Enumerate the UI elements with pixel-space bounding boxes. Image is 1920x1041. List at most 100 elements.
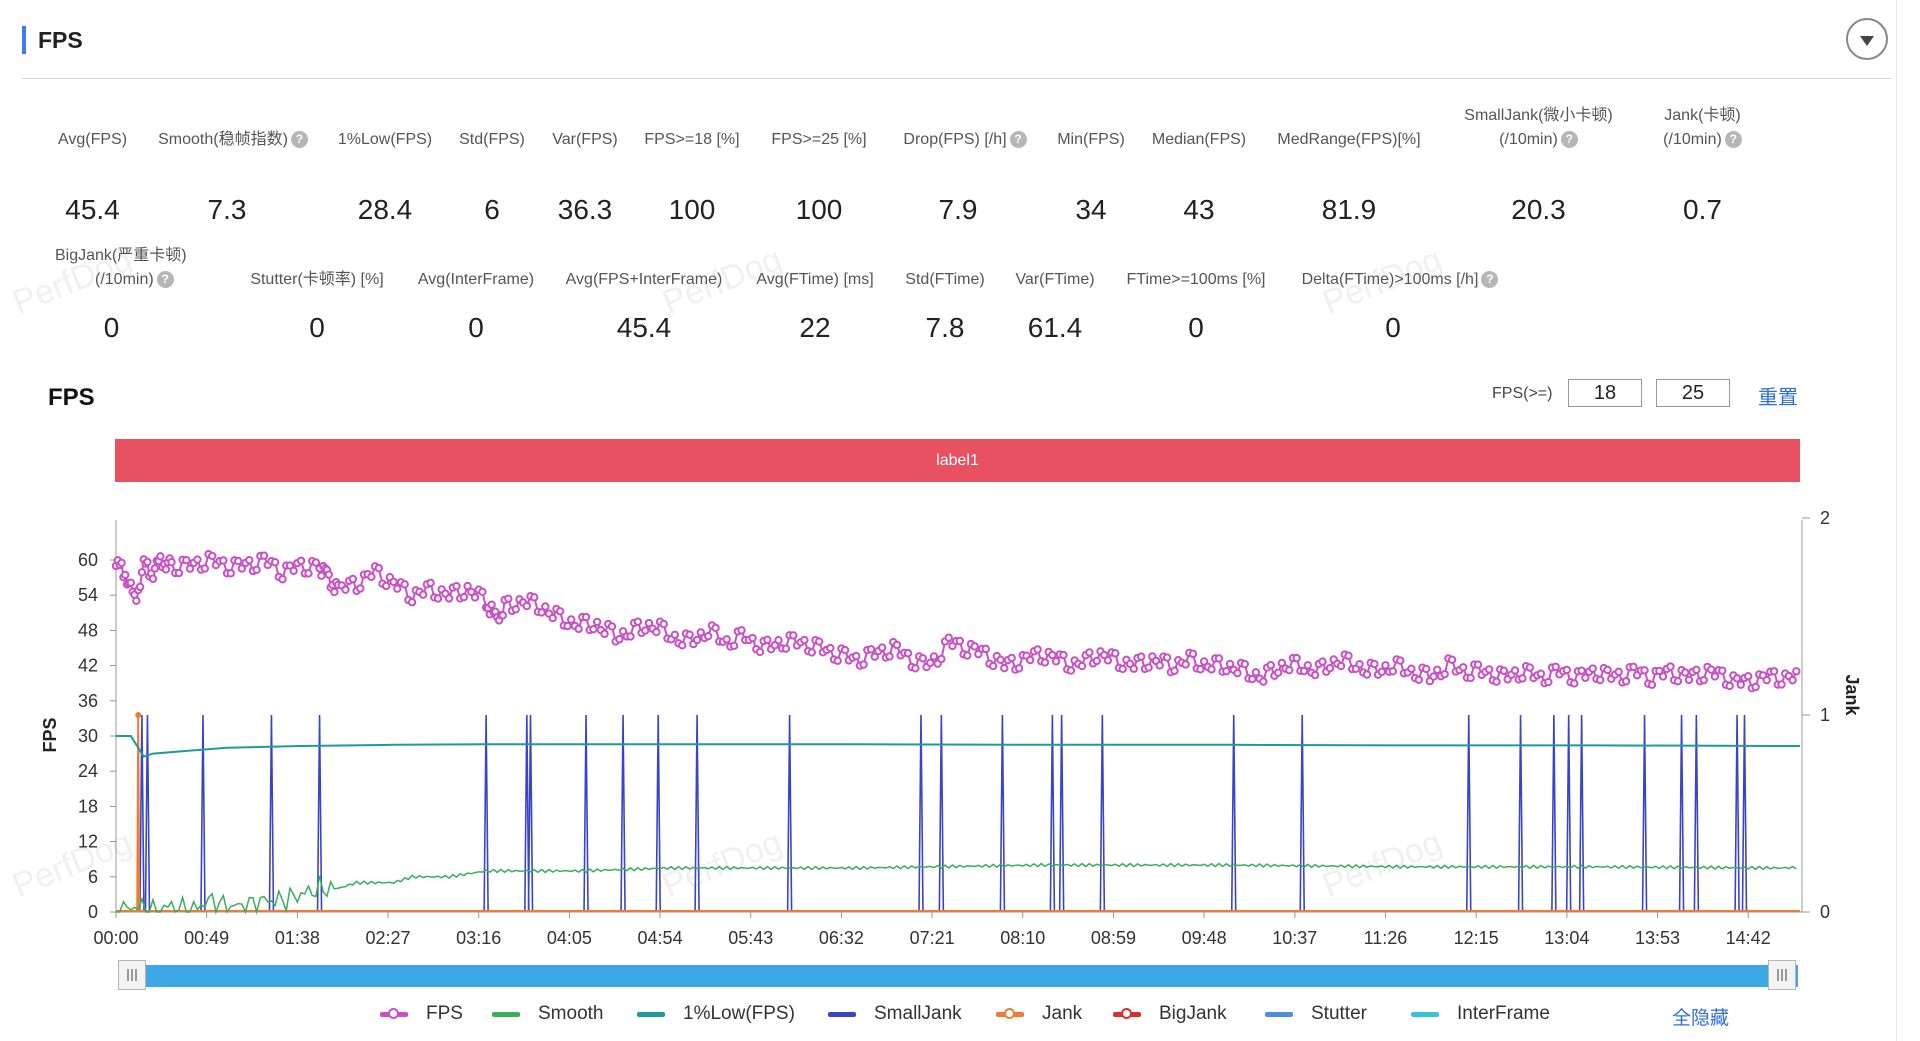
- fps-point: [1381, 661, 1390, 670]
- fps-point: [1421, 664, 1431, 674]
- fps-point: [1525, 663, 1535, 672]
- fps-point: [1743, 672, 1753, 681]
- fps-point: [185, 564, 195, 573]
- fps-point: [374, 563, 383, 573]
- metric-value: 0: [468, 312, 484, 343]
- metric-medrange-fps: MedRange(FPS)[%] 81.9: [1264, 128, 1434, 225]
- fps-point: [1303, 661, 1312, 670]
- smalljank-spike: [1099, 714, 1106, 913]
- fps-point: [926, 658, 935, 667]
- x-tick-label: 06:32: [819, 928, 864, 948]
- fps-point: [407, 598, 417, 607]
- fps-point: [1581, 673, 1590, 682]
- fps-point: [589, 624, 598, 634]
- fps-point: [400, 580, 409, 589]
- fps-threshold-input-1[interactable]: [1568, 379, 1642, 407]
- metric-value: 20.3: [1511, 194, 1566, 225]
- legend-item[interactable]: Jank: [996, 1003, 1082, 1025]
- metric-label: Var(FPS): [552, 131, 618, 148]
- fps-point: [789, 631, 798, 640]
- metric-label-unit: (/10min)?: [1446, 128, 1631, 152]
- legend-item[interactable]: SmallJank: [828, 1003, 962, 1025]
- slider-handle-left[interactable]: [118, 960, 146, 990]
- collapse-toggle-button[interactable]: [1846, 18, 1888, 60]
- smalljank-spike: [786, 714, 793, 913]
- metric-value: 0.7: [1683, 194, 1722, 225]
- y-tick-label: 24: [78, 761, 98, 781]
- legend-item[interactable]: FPS: [380, 1003, 463, 1025]
- fps-point: [182, 556, 191, 565]
- legend-line-marker: [637, 1011, 665, 1017]
- fps-point: [670, 630, 680, 640]
- legend-line-marker: [380, 1007, 408, 1019]
- fps-point: [193, 555, 202, 564]
- help-icon[interactable]: ?: [156, 271, 174, 289]
- fps-point: [1181, 660, 1190, 669]
- metric-1pct-low: 1%Low(FPS) 28.4: [330, 128, 440, 225]
- legend-item[interactable]: 1%Low(FPS): [637, 1003, 795, 1025]
- hide-all-button[interactable]: 全隐藏: [1672, 1008, 1730, 1029]
- fps-point: [174, 568, 184, 578]
- metric-label: FTime>=100ms [%]: [1126, 271, 1266, 288]
- fps-point: [1788, 676, 1797, 685]
- fps-threshold-label: FPS(>=): [1492, 385, 1553, 402]
- help-icon[interactable]: ?: [1560, 131, 1578, 149]
- fps-point: [870, 652, 879, 661]
- smalljank-spike: [524, 714, 530, 913]
- fps-point: [722, 635, 731, 644]
- fps-point: [1603, 665, 1612, 675]
- metric-label: Stutter(卡顿率) [%]: [250, 271, 384, 288]
- metric-label: Delta(FTime)>100ms [/h]?: [1290, 268, 1510, 292]
- label-band[interactable]: label1: [115, 439, 1800, 482]
- metric-value: 81.9: [1321, 194, 1377, 225]
- fps-point: [1370, 659, 1379, 669]
- fps-point: [150, 564, 160, 573]
- help-icon[interactable]: ?: [1481, 271, 1499, 289]
- legend-item[interactable]: Smooth: [492, 1003, 603, 1025]
- fps-point: [1103, 656, 1113, 665]
- fps-point: [644, 618, 654, 628]
- fps-point: [1684, 675, 1694, 685]
- y-tick-label: 30: [78, 726, 98, 746]
- fps-point: [826, 643, 835, 653]
- fps-point: [711, 623, 720, 632]
- fps-point: [600, 629, 609, 639]
- legend-item[interactable]: Stutter: [1265, 1003, 1367, 1025]
- fps-point: [1040, 658, 1050, 667]
- legend-item[interactable]: BigJank: [1113, 1003, 1227, 1025]
- help-icon[interactable]: ?: [1724, 131, 1742, 149]
- smalljank-spike: [144, 714, 151, 913]
- slider-handle-right[interactable]: [1768, 960, 1796, 990]
- fps-point: [833, 656, 842, 666]
- legend-item[interactable]: InterFrame: [1411, 1003, 1550, 1025]
- legend-label: 1%Low(FPS): [683, 1003, 795, 1024]
- metric-label: Jank(卡顿): [1664, 107, 1741, 124]
- fps-point: [685, 630, 694, 639]
- help-icon[interactable]: ?: [290, 131, 308, 149]
- x-tick-label: 09:48: [1182, 928, 1227, 948]
- legend-label: Jank: [1042, 1003, 1083, 1024]
- fps-point: [892, 640, 902, 650]
- help-icon[interactable]: ?: [1009, 131, 1027, 149]
- metric-label: Median(FPS): [1151, 131, 1247, 148]
- legend-line-marker: [1113, 1007, 1141, 1019]
- fps-point: [356, 584, 365, 593]
- fps-point: [143, 557, 152, 567]
- fps-point: [498, 611, 507, 620]
- metric-label: SmallJank(微小卡顿): [1464, 107, 1613, 124]
- time-range-slider-track[interactable]: [120, 965, 1798, 987]
- fps-point: [807, 648, 817, 657]
- reset-button[interactable]: 重置: [1758, 387, 1798, 409]
- fps-point: [167, 557, 176, 567]
- fps-point: [1673, 677, 1683, 686]
- smalljank-spike: [918, 714, 924, 913]
- fps-threshold-input-2[interactable]: [1656, 379, 1730, 407]
- x-tick-label: 01:38: [275, 928, 320, 948]
- fps-point: [1736, 680, 1745, 689]
- y-tick-label: 12: [78, 832, 98, 852]
- smalljank-spike: [1734, 714, 1740, 913]
- legend-label: Stutter: [1311, 1003, 1367, 1024]
- fps-point: [1388, 667, 1398, 676]
- fps-point: [233, 556, 243, 566]
